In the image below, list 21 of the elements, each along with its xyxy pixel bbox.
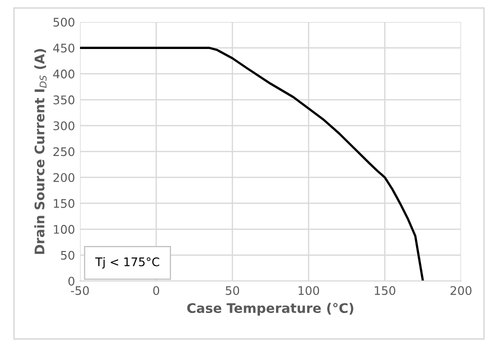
- x-tick-label: 50: [226, 286, 240, 295]
- x-tick-label: 0: [153, 286, 160, 295]
- y-tick-label: 0: [68, 276, 74, 286]
- y-axis-title: Drain Source Current I$_{DS}$ (A): [34, 49, 47, 254]
- x-tick-label: -50: [70, 286, 89, 295]
- y-tick-label: 250: [53, 147, 74, 156]
- annotation: Tj < 175°C: [95, 257, 160, 269]
- x-axis-title: Case Temperature (°C): [187, 302, 354, 316]
- y-tick-label: 150: [54, 199, 74, 208]
- x-tick-label: 150: [374, 286, 396, 295]
- y-tick-label: 100: [54, 224, 74, 234]
- x-tick-label: 100: [298, 286, 320, 295]
- y-tick-label: 450: [53, 44, 74, 53]
- y-tick-label: 400: [53, 70, 74, 78]
- y-tick-label: 350: [54, 95, 74, 104]
- line-series: [80, 46, 424, 281]
- y-tick-label: 300: [54, 121, 74, 130]
- y-tick-label: 500: [54, 18, 74, 27]
- y-tick-label: 200: [53, 173, 74, 182]
- x-tick-label: 200: [450, 286, 472, 295]
- y-tick-label: 50: [61, 250, 74, 260]
